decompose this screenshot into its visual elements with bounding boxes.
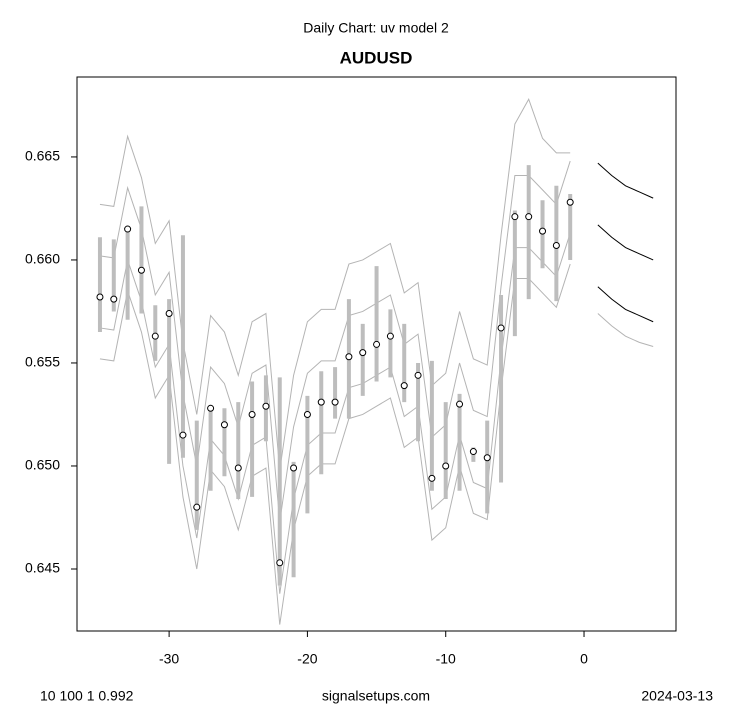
close-point: [110, 295, 118, 303]
band-line: [99, 233, 571, 594]
chart-title: Daily Chart: uv model 2: [303, 20, 449, 36]
forecast-line: [597, 313, 654, 347]
y-tick-label: 0.650: [25, 457, 60, 473]
close-point: [359, 349, 367, 357]
band-line: [99, 160, 571, 522]
x-tick-label: -10: [436, 651, 456, 667]
close-point: [124, 225, 132, 233]
close-point: [511, 213, 519, 221]
close-point: [442, 462, 450, 470]
close-point: [165, 310, 173, 318]
close-point: [552, 242, 560, 250]
close-point: [220, 421, 228, 429]
y-tick-label: 0.660: [25, 251, 60, 267]
footer-left: 10 100 1 0.992: [40, 688, 134, 704]
x-tick-label: 0: [580, 651, 588, 667]
close-point: [151, 332, 159, 340]
chart-subtitle: AUDUSD: [340, 48, 413, 67]
close-point: [262, 402, 270, 410]
y-tick-label: 0.645: [25, 560, 60, 576]
close-point: [303, 410, 311, 418]
close-point: [483, 454, 491, 462]
close-point: [193, 503, 201, 511]
close-point: [497, 324, 505, 332]
footer-right: 2024-03-13: [641, 688, 713, 704]
close-point: [331, 398, 339, 406]
forecast-line: [597, 286, 654, 323]
close-point: [248, 410, 256, 418]
plot-frame: [76, 76, 677, 632]
close-point: [317, 398, 325, 406]
close-point: [137, 266, 145, 274]
close-point: [456, 400, 464, 408]
close-point: [428, 474, 436, 482]
close-point: [469, 448, 477, 456]
close-point: [373, 340, 381, 348]
close-point: [234, 464, 242, 472]
close-point: [290, 464, 298, 472]
footer-center: signalsetups.com: [322, 688, 430, 704]
x-tick-label: -20: [297, 651, 317, 667]
x-tick-label: -30: [159, 651, 179, 667]
band-line: [99, 263, 571, 625]
close-point: [566, 198, 574, 206]
close-point: [539, 227, 547, 235]
forecast-line: [597, 224, 654, 261]
close-point: [414, 371, 422, 379]
close-point: [386, 332, 394, 340]
band-line: [99, 98, 571, 471]
forecast-line: [597, 162, 654, 199]
close-point: [400, 382, 408, 390]
close-point: [179, 431, 187, 439]
y-tick-label: 0.665: [25, 148, 60, 164]
close-point: [207, 404, 215, 412]
close-point: [345, 353, 353, 361]
close-point: [276, 559, 284, 567]
close-point: [525, 213, 533, 221]
y-tick-label: 0.655: [25, 354, 60, 370]
close-point: [96, 293, 104, 301]
